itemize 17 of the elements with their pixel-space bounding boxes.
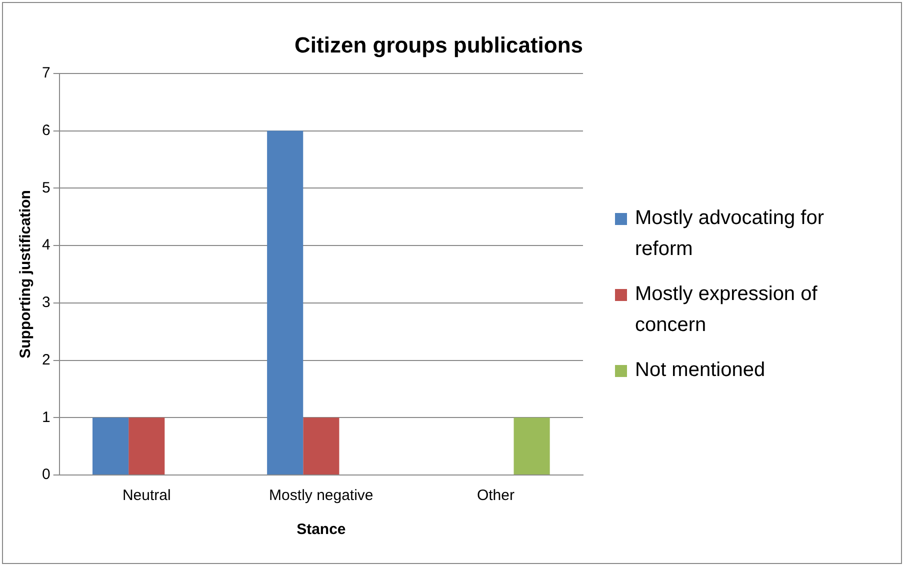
legend-label: Mostly advocating for reform — [635, 206, 825, 262]
x-tick-label: Other — [476, 487, 514, 504]
y-tick-label: 6 — [42, 122, 50, 139]
y-axis-title: Supporting justification — [17, 190, 34, 358]
y-tick-label: 0 — [42, 466, 50, 484]
y-tick-label: 2 — [42, 351, 50, 368]
x-axis-title: Stance — [296, 521, 346, 538]
y-tick-label: 1 — [42, 408, 50, 426]
y-tick-label: 4 — [42, 236, 50, 254]
y-tick-label: 5 — [42, 179, 50, 196]
y-tick-label: 7 — [42, 64, 50, 82]
chart-title: Citizen groups publications — [294, 32, 583, 58]
x-tick-label: Mostly negative — [269, 487, 374, 504]
x-tick-label: Neutral — [122, 487, 171, 504]
y-tick-label: 3 — [42, 294, 50, 312]
legend-label: Not mentioned — [635, 358, 766, 383]
legend-label: Mostly expression of concern — [635, 282, 818, 338]
